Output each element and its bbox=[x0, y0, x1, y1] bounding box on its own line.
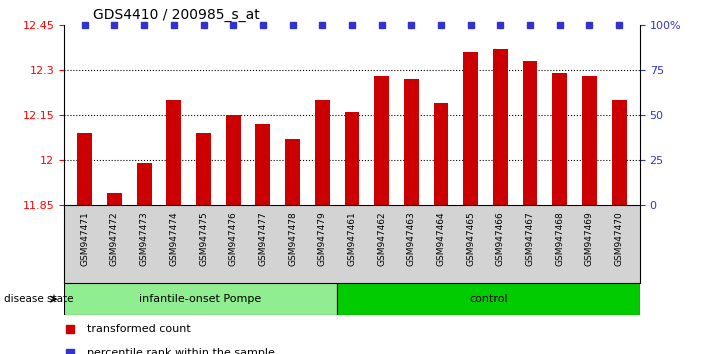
Text: GSM947464: GSM947464 bbox=[437, 212, 446, 266]
Text: transformed count: transformed count bbox=[87, 324, 191, 334]
Bar bbox=[404, 79, 419, 205]
Text: GSM947467: GSM947467 bbox=[525, 212, 535, 266]
Bar bbox=[374, 76, 389, 205]
Bar bbox=[611, 100, 626, 205]
Text: percentile rank within the sample: percentile rank within the sample bbox=[87, 348, 275, 354]
Text: GSM947474: GSM947474 bbox=[169, 212, 178, 266]
Bar bbox=[226, 115, 240, 205]
Text: GDS4410 / 200985_s_at: GDS4410 / 200985_s_at bbox=[92, 8, 260, 22]
Bar bbox=[464, 52, 478, 205]
Text: GSM947461: GSM947461 bbox=[348, 212, 356, 266]
Text: GSM947473: GSM947473 bbox=[139, 212, 149, 266]
Text: GSM947466: GSM947466 bbox=[496, 212, 505, 266]
Text: GSM947472: GSM947472 bbox=[110, 212, 119, 266]
Bar bbox=[64, 283, 337, 315]
Text: disease state: disease state bbox=[4, 294, 73, 304]
Text: GSM947465: GSM947465 bbox=[466, 212, 475, 266]
Text: GSM947477: GSM947477 bbox=[258, 212, 267, 266]
Text: GSM947475: GSM947475 bbox=[199, 212, 208, 266]
Bar bbox=[523, 61, 538, 205]
Bar bbox=[337, 283, 640, 315]
Bar bbox=[137, 163, 151, 205]
Text: GSM947470: GSM947470 bbox=[614, 212, 624, 266]
Text: GSM947463: GSM947463 bbox=[407, 212, 416, 266]
Bar bbox=[552, 73, 567, 205]
Text: GSM947476: GSM947476 bbox=[229, 212, 237, 266]
Bar bbox=[315, 100, 330, 205]
Bar bbox=[77, 133, 92, 205]
Bar bbox=[582, 76, 597, 205]
Bar bbox=[255, 124, 270, 205]
Bar bbox=[196, 133, 211, 205]
Bar bbox=[107, 193, 122, 205]
Text: control: control bbox=[469, 294, 508, 304]
Text: GSM947471: GSM947471 bbox=[80, 212, 90, 266]
Bar bbox=[434, 103, 449, 205]
Text: GSM947462: GSM947462 bbox=[377, 212, 386, 266]
Text: GSM947478: GSM947478 bbox=[288, 212, 297, 266]
Text: GSM947469: GSM947469 bbox=[585, 212, 594, 266]
Text: GSM947468: GSM947468 bbox=[555, 212, 565, 266]
Bar bbox=[166, 100, 181, 205]
Bar bbox=[493, 49, 508, 205]
Bar bbox=[285, 139, 300, 205]
Text: infantile-onset Pompe: infantile-onset Pompe bbox=[139, 294, 262, 304]
Text: GSM947479: GSM947479 bbox=[318, 212, 327, 266]
Bar bbox=[345, 112, 359, 205]
